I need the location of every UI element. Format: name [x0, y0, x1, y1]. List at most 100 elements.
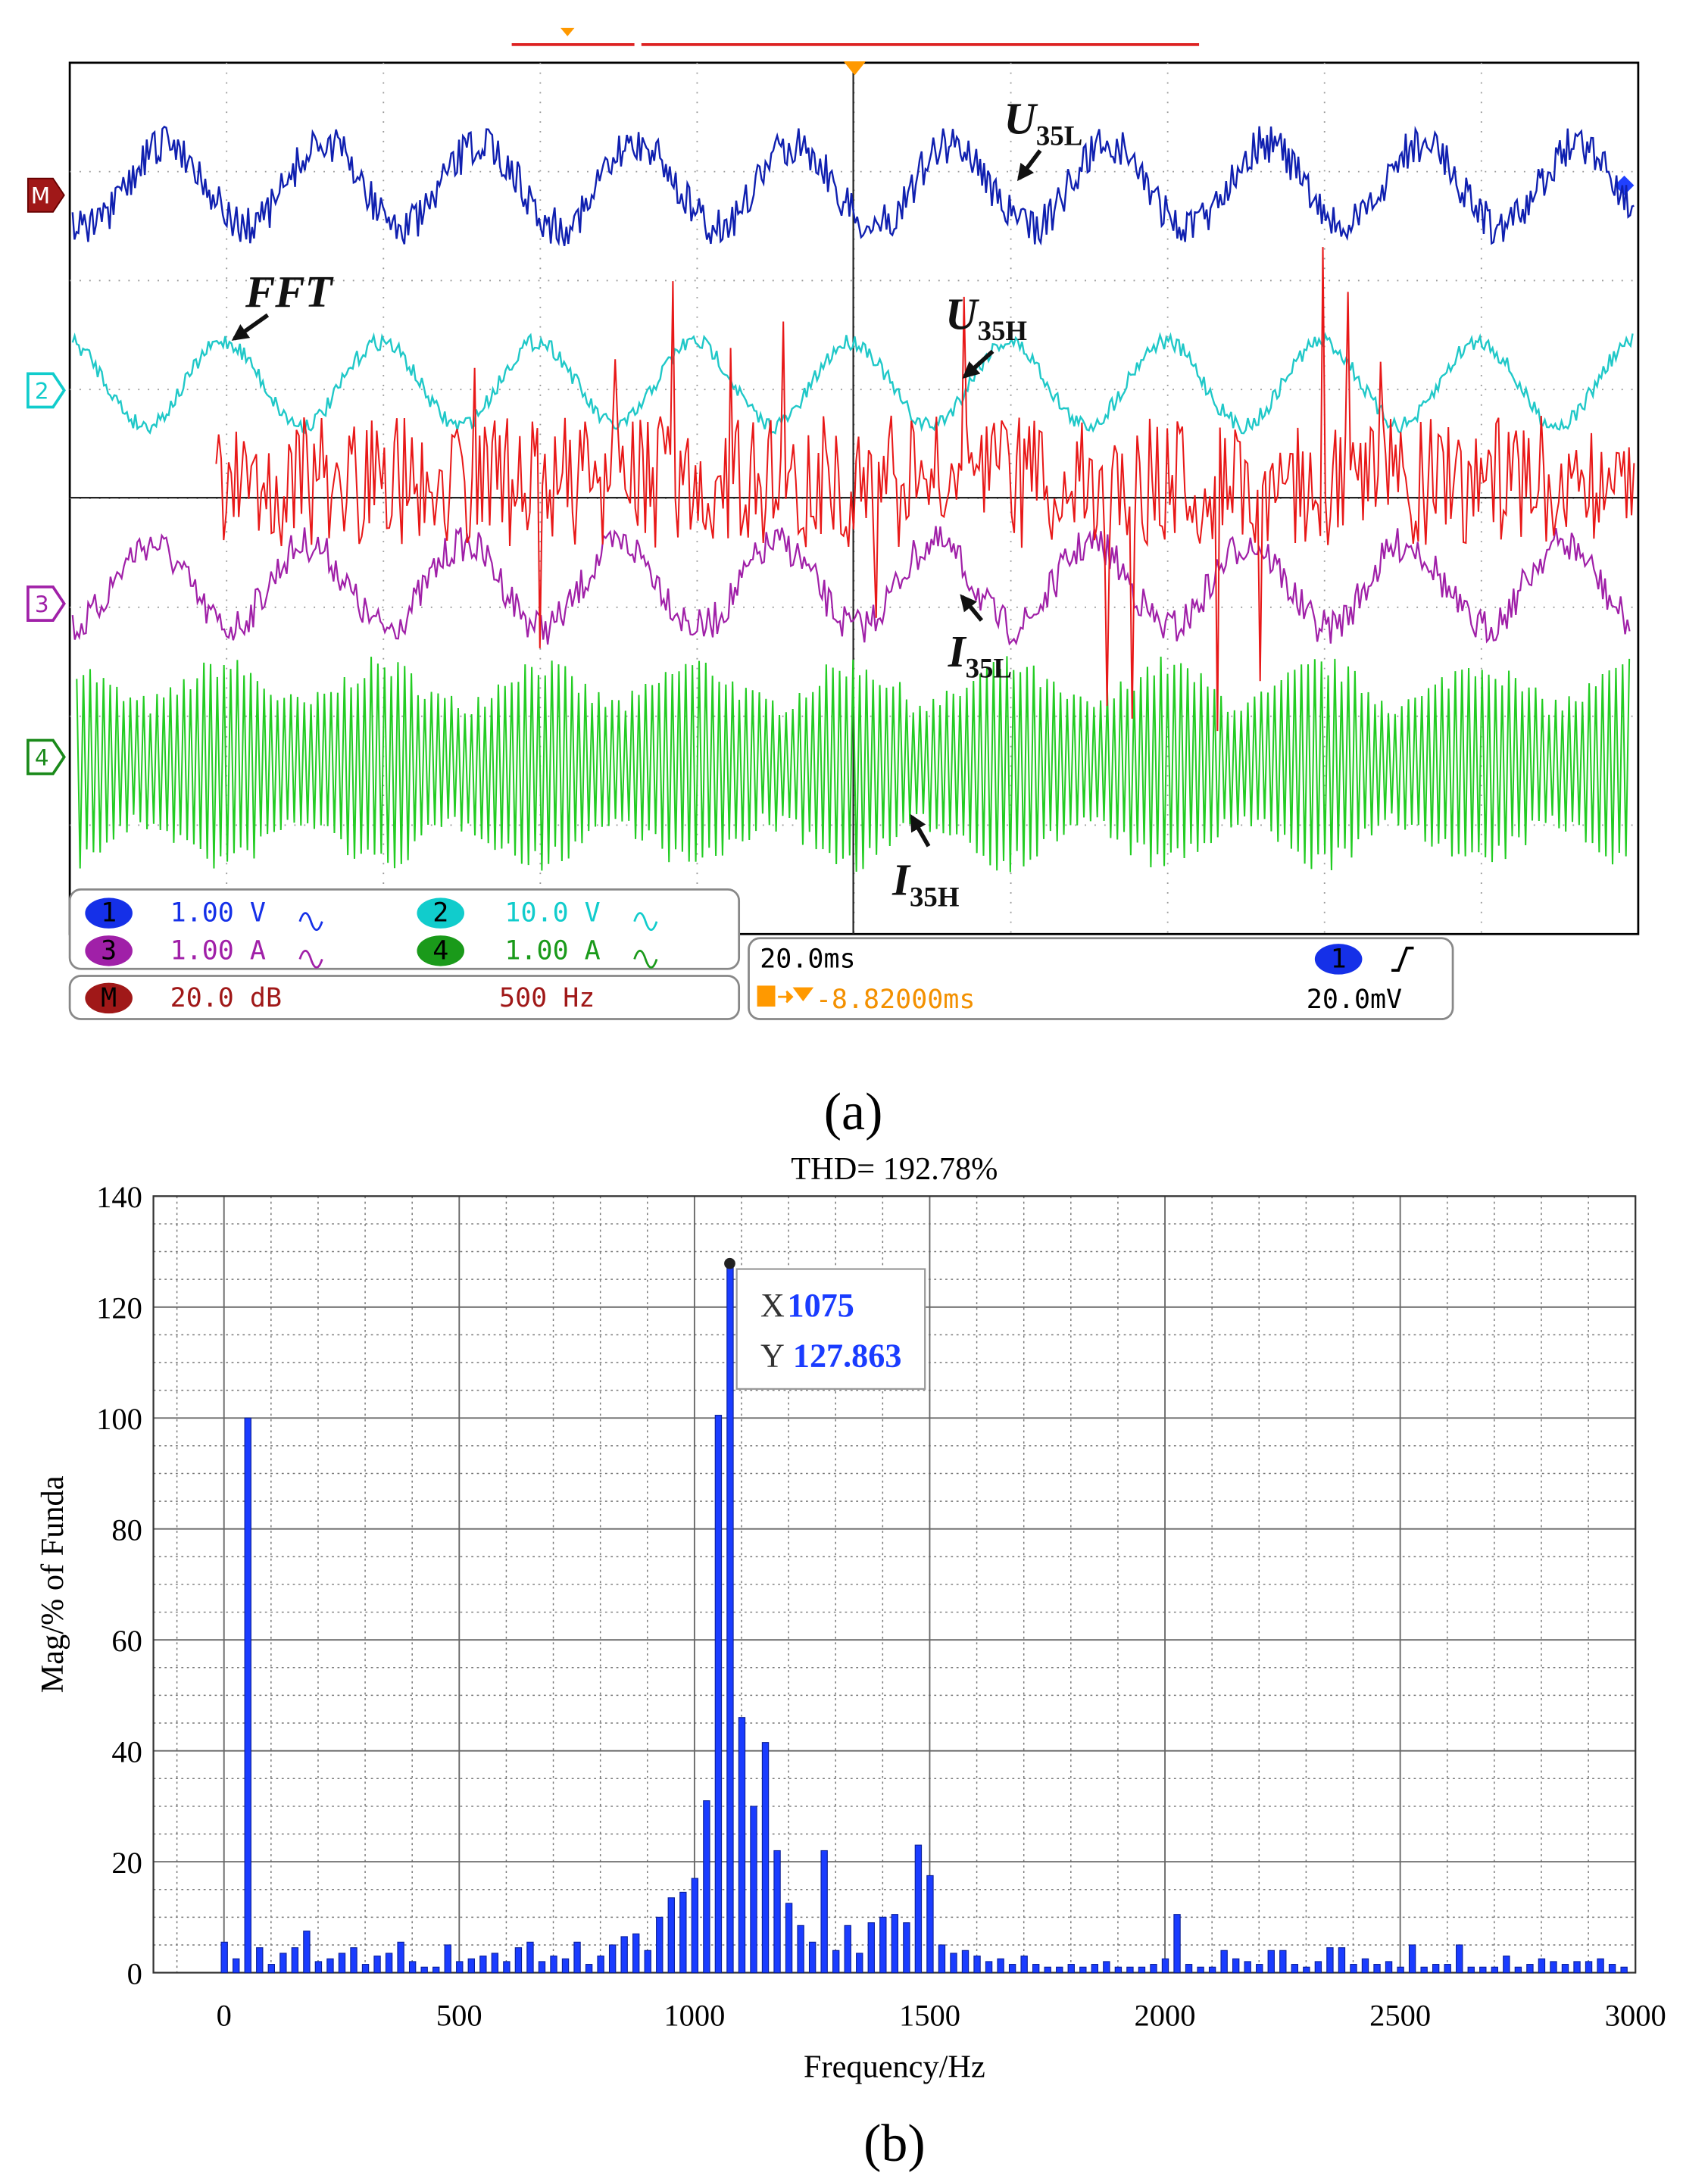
panel-label: (b) — [863, 2115, 926, 2173]
trigger-source: 1 — [1331, 944, 1347, 974]
bar — [1385, 1961, 1393, 1974]
y-tick-label: 0 — [127, 1956, 142, 1990]
y-tick-label: 120 — [96, 1291, 142, 1325]
bar — [256, 1947, 264, 1974]
marker-2 — [27, 372, 66, 409]
badge-label: 2 — [432, 898, 448, 929]
bar — [997, 1958, 1004, 1974]
bar — [1197, 1966, 1204, 1974]
bar — [691, 1878, 699, 1974]
bar — [491, 1953, 499, 1974]
annotation-text: FFT — [245, 267, 334, 317]
bar — [797, 1925, 804, 1974]
annotations: FFT U35L U35H I35L I35H — [231, 95, 1082, 912]
chart-title: THD= 192.78% — [791, 1151, 998, 1187]
bar — [1303, 1966, 1310, 1974]
annotation-sub: 35L — [966, 653, 1012, 684]
bar — [444, 1944, 451, 1974]
bar — [314, 1961, 323, 1974]
marker-label: 2 — [35, 378, 49, 404]
bar — [291, 1947, 299, 1974]
annotation: FFT — [245, 267, 334, 317]
channel-markers: M 2 3 4 — [27, 177, 66, 776]
y-tick-label: 60 — [111, 1624, 142, 1658]
bar — [408, 1961, 417, 1974]
annotation-text: I — [948, 627, 967, 676]
bar — [703, 1800, 710, 1974]
y-axis-label: Mag/% of Funda — [35, 1475, 70, 1693]
bar — [1432, 1964, 1440, 1974]
badge-label: 4 — [432, 935, 448, 966]
bar — [1056, 1966, 1063, 1974]
bar — [1503, 1956, 1510, 1974]
channel-badge — [1314, 944, 1363, 975]
bar — [1373, 1964, 1381, 1974]
channel-scale: 10.0 V — [504, 898, 600, 929]
bar — [938, 1944, 946, 1974]
bar — [961, 1950, 970, 1974]
bar — [1256, 1964, 1263, 1974]
channel-badge — [417, 935, 465, 966]
marker-label: 4 — [35, 745, 49, 771]
channel-badge — [85, 982, 133, 1014]
bar — [750, 1806, 757, 1974]
bar — [1008, 1964, 1016, 1974]
bar — [1279, 1950, 1287, 1974]
trigger-marker — [843, 61, 866, 76]
bar — [914, 1844, 923, 1974]
math-span: 500 Hz — [499, 983, 595, 1013]
bar — [1244, 1961, 1251, 1974]
bar — [420, 1966, 428, 1974]
bar — [738, 1717, 746, 1974]
bar — [538, 1961, 546, 1974]
bar — [1397, 1966, 1404, 1974]
bar — [279, 1953, 287, 1974]
bar — [1408, 1944, 1416, 1974]
bar — [832, 1950, 840, 1974]
bar — [1550, 1961, 1557, 1974]
bar — [1608, 1964, 1616, 1974]
channel-badge — [85, 935, 133, 966]
y-tick-label: 140 — [96, 1180, 142, 1214]
bar — [514, 1947, 523, 1974]
readouts: 1 1.00 V 2 10.0 V 3 1.00 A 4 1.00 A M 20… — [68, 888, 1454, 1020]
annotation: I35L — [948, 627, 1012, 684]
bar — [1538, 1958, 1546, 1974]
datatip-point — [724, 1257, 735, 1269]
bar — [1079, 1966, 1087, 1974]
bar — [467, 1958, 475, 1974]
bar — [456, 1961, 464, 1974]
bar — [1044, 1966, 1051, 1974]
bar — [1491, 1966, 1499, 1974]
marker-3 — [27, 585, 66, 622]
bar — [1338, 1947, 1346, 1974]
datatip-row: X 1075 — [760, 1287, 854, 1324]
bar — [350, 1947, 358, 1974]
bar — [761, 1742, 770, 1974]
marker — [560, 27, 575, 36]
readout-box — [748, 937, 1454, 1020]
annotation-sub: 35H — [910, 881, 960, 912]
arrow — [960, 594, 984, 622]
bar — [1314, 1961, 1322, 1974]
bar — [361, 1964, 370, 1974]
datatip-value: 1075 — [788, 1287, 854, 1324]
bar — [950, 1953, 957, 1974]
bar — [1020, 1956, 1028, 1974]
bar — [726, 1263, 734, 1974]
bar — [1456, 1944, 1463, 1974]
waveforms — [71, 125, 1635, 873]
x-tick-label: 0 — [217, 1999, 232, 2033]
edge-icon — [1391, 946, 1414, 972]
bar — [973, 1956, 981, 1974]
bar — [1185, 1964, 1193, 1974]
bar — [714, 1415, 723, 1974]
marker-m — [27, 177, 65, 213]
trigger-icon — [757, 985, 776, 1007]
arrow — [1016, 149, 1042, 182]
x-tick-label: 2500 — [1369, 1999, 1431, 2033]
waveform — [71, 332, 1634, 435]
bar — [1620, 1966, 1628, 1974]
timebase: 20.0ms — [760, 944, 855, 974]
